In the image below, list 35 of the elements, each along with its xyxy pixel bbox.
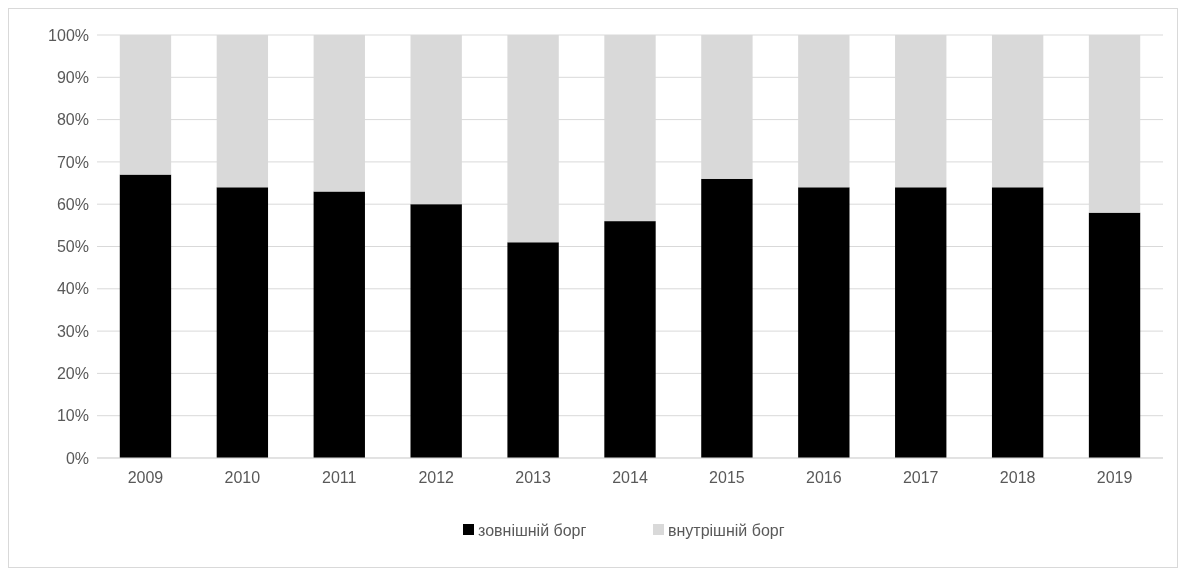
bar [313, 191, 365, 458]
x-tick-label: 2011 [322, 469, 357, 486]
y-tick-label: 90% [56, 68, 89, 86]
x-tick-label: 2013 [515, 469, 551, 486]
y-tick-label: 30% [56, 322, 89, 340]
x-tick-label: 2015 [709, 469, 745, 486]
x-tick-label: 2016 [806, 469, 842, 486]
y-tick-label: 20% [56, 365, 89, 382]
y-tick-label: 60% [56, 195, 89, 213]
x-tick-label: 2009 [127, 469, 164, 486]
x-tick-label: 2010 [224, 469, 261, 486]
y-tick-label: 50% [56, 238, 89, 256]
x-tick-label: 2018 [999, 469, 1036, 486]
x-tick-label: 2019 [1096, 469, 1133, 486]
y-tick-label: 80% [56, 111, 89, 129]
y-tick-label: 10% [56, 407, 89, 425]
bar [1088, 212, 1141, 458]
bar [991, 187, 1044, 458]
bar [216, 187, 269, 458]
x-tick-label: 2017 [902, 469, 939, 486]
bar [507, 242, 559, 458]
bar [895, 187, 947, 458]
y-tick-label: 100% [48, 26, 89, 44]
bar [604, 221, 656, 458]
x-tick-label: 2014 [612, 469, 648, 486]
bar [119, 174, 172, 458]
bar [410, 204, 462, 458]
legend-label: внутрішній борг [668, 521, 785, 539]
bar [701, 178, 753, 458]
y-tick-label: 0% [65, 449, 89, 467]
bar [798, 187, 850, 458]
y-tick-label: 70% [56, 153, 89, 171]
x-tick-label: 2012 [418, 469, 455, 486]
y-tick-label: 40% [56, 280, 89, 298]
legend-label: зовнішній борг [478, 521, 587, 539]
